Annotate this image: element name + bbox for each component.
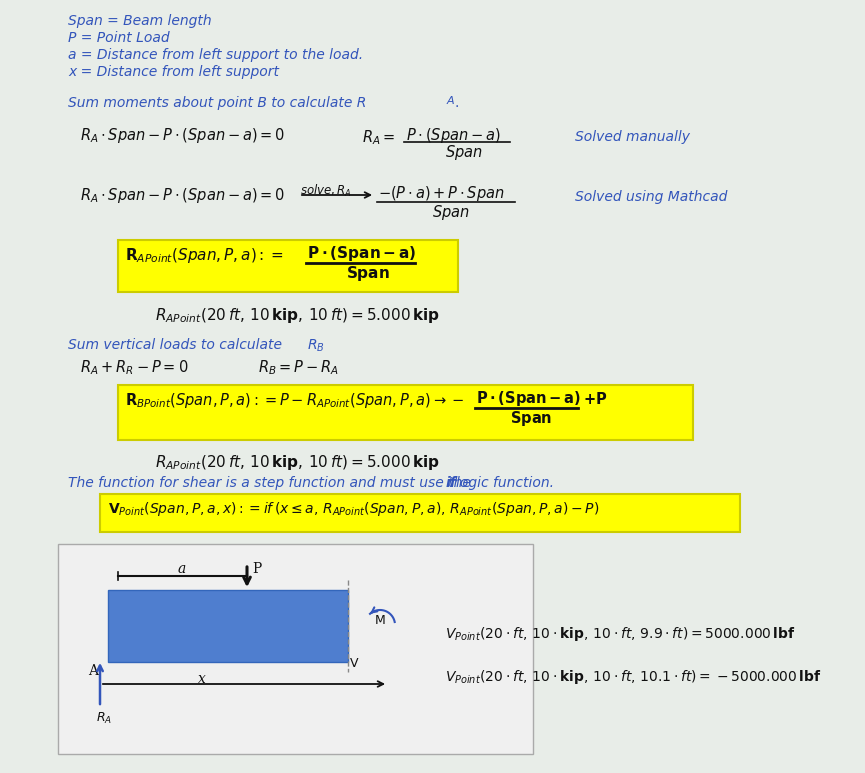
Text: Sum moments about point B to calculate R: Sum moments about point B to calculate R [68,96,367,110]
Text: $Span$: $Span$ [445,143,483,162]
Bar [58,544,533,754]
Text: Sum vertical loads to calculate: Sum vertical loads to calculate [68,338,286,352]
Text: x: x [198,672,206,686]
Text: $\mathbf{R}_{BPoint}(Span, P, a) := P - R_{APoint}(Span, P, a) \rightarrow -$: $\mathbf{R}_{BPoint}(Span, P, a) := P - … [125,391,464,410]
Text: .: . [455,96,459,110]
Text: $R_B$: $R_B$ [307,338,324,354]
Text: P = Point Load: P = Point Load [68,31,170,45]
Text: Span = Beam length: Span = Beam length [68,14,212,28]
Text: a: a [178,562,186,576]
Text: P: P [252,562,261,576]
Text: $P \cdot (Span - a)$: $P \cdot (Span - a)$ [406,126,501,145]
Bar [118,240,458,292]
Text: $\mathbf{Span}$: $\mathbf{Span}$ [510,409,552,428]
Text: $R_A \cdot Span - P \cdot (Span - a) = 0$: $R_A \cdot Span - P \cdot (Span - a) = 0… [80,126,285,145]
Text: $\mathbf{P \cdot (Span - a)}$: $\mathbf{P \cdot (Span - a)}$ [476,389,581,408]
Text: $-(P \cdot a) + P \cdot Span$: $-(P \cdot a) + P \cdot Span$ [378,184,504,203]
Bar [100,494,740,532]
Text: $\mathbf{+ P}$: $\mathbf{+ P}$ [583,391,607,407]
Text: M: M [375,614,386,626]
Text: $R_A$: $R_A$ [96,711,112,726]
Text: $V_{Point}(20 \cdot \mathit{ft},\,10 \cdot \mathbf{kip},\,10 \cdot \mathit{ft},\: $V_{Point}(20 \cdot \mathit{ft},\,10 \cd… [445,668,822,686]
Text: $\mathbf{R}_{APoint}(Span, P, a) :=$: $\mathbf{R}_{APoint}(Span, P, a) :=$ [125,246,283,265]
Text: A: A [88,664,98,678]
Text: logic function.: logic function. [456,476,554,490]
Text: $R_A =$: $R_A =$ [362,128,395,147]
Text: $Span$: $Span$ [432,203,470,222]
Bar [118,385,693,440]
Text: $\mathbf{P \cdot (Span - a)}$: $\mathbf{P \cdot (Span - a)}$ [307,244,417,263]
Text: A: A [447,96,455,106]
Text: Solved manually: Solved manually [575,130,690,144]
Bar [108,590,348,662]
Text: $\mathbf{Span}$: $\mathbf{Span}$ [346,264,390,283]
Text: $R_{APoint}(20\,\mathit{ft},\,10\,\mathbf{kip},\,10\,\mathit{ft}) = 5.000\,\math: $R_{APoint}(20\,\mathit{ft},\,10\,\mathb… [155,453,439,472]
Text: $R_A \cdot Span - P \cdot (Span - a) = 0$: $R_A \cdot Span - P \cdot (Span - a) = 0… [80,186,285,205]
Text: $solve , R_A$: $solve , R_A$ [300,183,352,199]
Text: x = Distance from left support: x = Distance from left support [68,65,279,79]
Text: V: V [350,657,358,670]
Text: $R_{APoint}(20\,\mathit{ft},\,10\,\mathbf{kip},\,10\,\mathit{ft}) = 5.000\,\math: $R_{APoint}(20\,\mathit{ft},\,10\,\mathb… [155,306,439,325]
Text: The function for shear is a step function and must use the: The function for shear is a step functio… [68,476,475,490]
Text: Solved using Mathcad: Solved using Mathcad [575,190,727,204]
Text: $R_A + R_R - P = 0$: $R_A + R_R - P = 0$ [80,358,189,376]
Text: if: if [446,476,457,490]
Text: $R_B = P - R_A$: $R_B = P - R_A$ [258,358,339,376]
Text: a = Distance from left support to the load.: a = Distance from left support to the lo… [68,48,363,62]
Text: $V_{Point}(20 \cdot \mathit{ft},\,10 \cdot \mathbf{kip},\,10 \cdot \mathit{ft},\: $V_{Point}(20 \cdot \mathit{ft},\,10 \cd… [445,625,796,643]
Text: $\mathbf{V}_{Point}(Span, P, a, x) := if\,(x \leq a,\,R_{APoint}(Span, P, a),\,R: $\mathbf{V}_{Point}(Span, P, a, x) := if… [108,500,599,518]
